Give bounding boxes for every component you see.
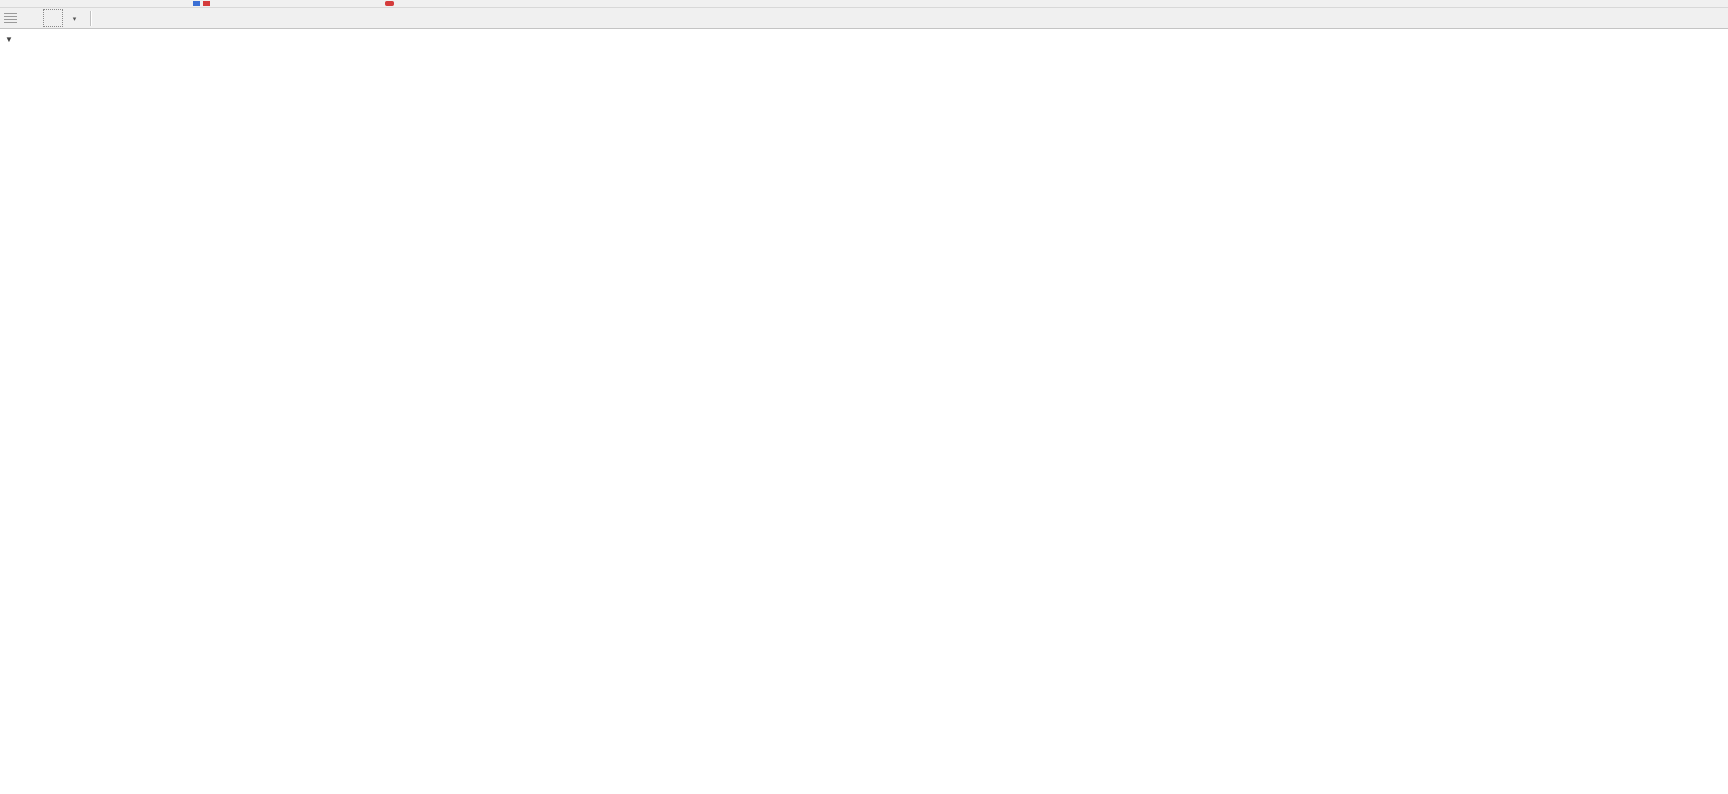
toolbar: ▾ — [0, 8, 1728, 29]
rsi-header — [6, 671, 12, 683]
chevron-down-icon: ▾ — [72, 16, 77, 23]
one-click-trading-icon[interactable]: ▼ — [5, 35, 13, 44]
chart-header: ▼ — [5, 33, 24, 45]
label-tool-button[interactable] — [43, 9, 63, 27]
cut-off-icon — [193, 1, 200, 6]
toolbar-sliver — [0, 0, 1728, 8]
macd-header — [6, 559, 12, 571]
cut-off-icon — [203, 1, 210, 6]
draw-tool-button[interactable]: ▾ — [64, 9, 84, 27]
toolbar-grip-icon[interactable] — [4, 12, 17, 24]
toolbar-separator — [90, 10, 91, 26]
cut-off-icon — [385, 1, 394, 6]
